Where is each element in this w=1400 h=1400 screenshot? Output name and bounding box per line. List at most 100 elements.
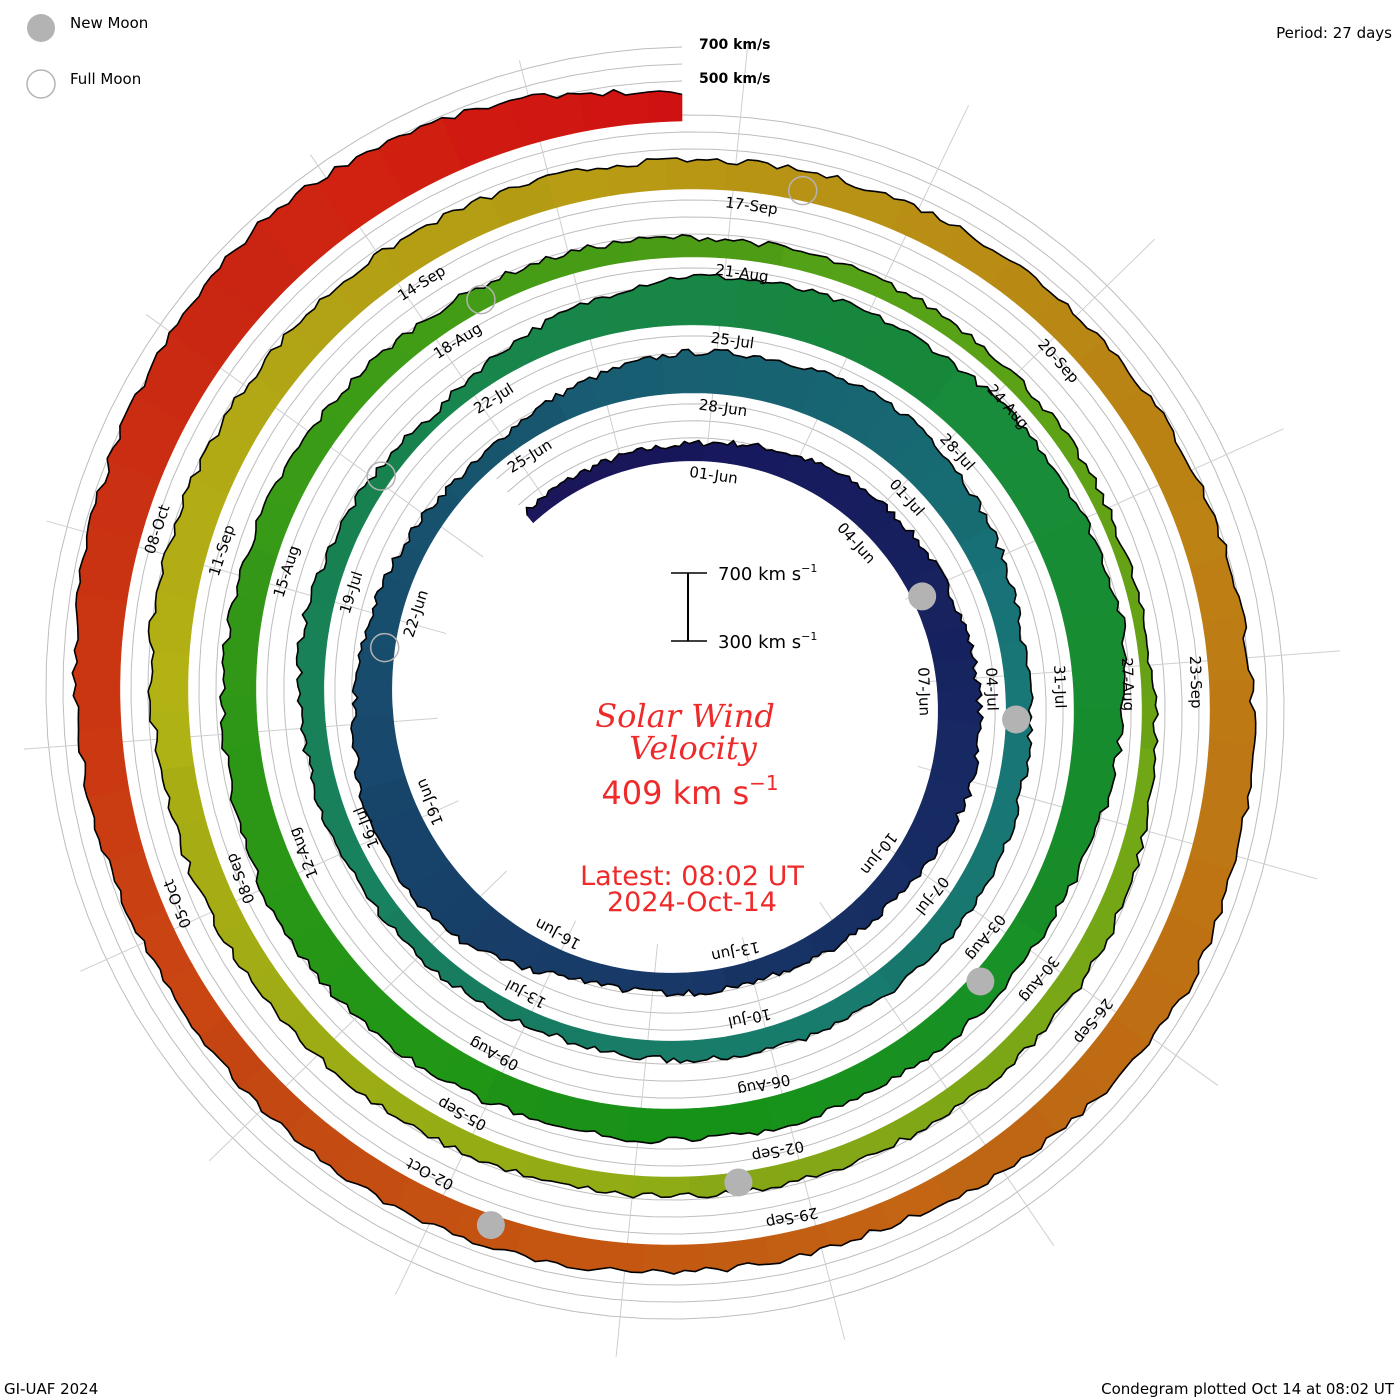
grid-spoke: [395, 920, 577, 1295]
date-label: 23-Sep: [1186, 655, 1206, 708]
speed-band-segment: [300, 727, 333, 771]
speed-band-segment: [592, 453, 624, 481]
speed-band-segment: [875, 279, 928, 320]
speed-outline: [71, 88, 1257, 1275]
speed-band-segment: [515, 1224, 584, 1270]
speed-band-segment: [310, 766, 344, 812]
speed-band-segment: [219, 644, 259, 698]
speed-band-segment: [666, 157, 728, 191]
speed-band-segment: [933, 656, 982, 692]
speed-band-segment: [546, 168, 612, 209]
grid-spoke: [880, 842, 1219, 1086]
date-label: 01-Jun: [688, 463, 739, 488]
new-moon-marker: [966, 967, 995, 996]
full-moon-legend-label: Full Moon: [70, 70, 141, 88]
grid-spoke: [615, 943, 659, 1357]
speed-band-segment: [1208, 679, 1257, 745]
speed-band-segment: [147, 651, 190, 712]
speed-band-segment: [1133, 747, 1156, 803]
new-moon-legend-icon: [27, 14, 55, 42]
speed-band-segment: [937, 689, 984, 724]
new-moon-marker: [908, 582, 937, 611]
latest-date: 2024-Oct-14: [607, 887, 777, 918]
date-label: 17-Sep: [724, 193, 779, 218]
speed-band-segment: [607, 158, 669, 196]
speed-band-segment: [296, 601, 334, 648]
speed-band-segment: [439, 287, 494, 330]
scale-bar-low: 300 km s−1: [718, 630, 817, 653]
grid-spoke: [905, 428, 1284, 600]
speed-band-segment: [919, 307, 973, 348]
speed-band-segment: [510, 1005, 556, 1037]
scale-500-label: 500 km/s: [699, 71, 770, 87]
speed-band-segment: [1202, 740, 1255, 809]
speed-band-segment: [71, 661, 122, 730]
full-moon-marker: [369, 632, 400, 663]
full-moon-legend-icon: [26, 69, 56, 99]
speed-band-segment: [1078, 897, 1123, 957]
speed-band-segment: [74, 592, 128, 666]
speed-band-segment: [484, 263, 538, 306]
speed-band-segment: [780, 245, 835, 279]
grid-spoke: [819, 902, 1055, 1246]
speed-band-segment: [577, 1099, 631, 1142]
speed-band-segment: [1071, 707, 1124, 759]
date-label: 31-Jul: [1050, 665, 1070, 709]
speed-band-segment: [647, 90, 683, 123]
speed-band-segment: [661, 971, 695, 997]
moon-markers: [366, 175, 1031, 1240]
current-speed: 409 km s−1: [601, 771, 778, 812]
new-moon-marker: [1002, 705, 1031, 734]
full-moon-marker: [366, 461, 397, 491]
title-line2: Velocity: [629, 729, 758, 767]
speed-band-segment: [724, 159, 789, 198]
speed-band-segment: [509, 92, 587, 147]
speed-band-segment: [781, 164, 847, 211]
speed-band-segment: [177, 818, 223, 882]
speed-band-segment: [156, 534, 210, 601]
full-moon-marker: [787, 175, 818, 206]
grid-spoke: [741, 937, 846, 1340]
speed-band-segment: [705, 1033, 748, 1061]
speed-band-segment: [961, 334, 1011, 381]
speed-band-segment: [698, 349, 741, 396]
speed-line: [71, 88, 1257, 1275]
speed-band-segment: [1120, 798, 1149, 856]
speed-band-segment: [491, 174, 556, 227]
title-line1: Solar Wind: [595, 697, 775, 735]
speed-bands: [71, 89, 1257, 1275]
speed-band-segment: [296, 642, 327, 688]
speed-band-segment: [579, 89, 651, 132]
scale-700-label: 700 km/s: [699, 37, 770, 53]
speed-band-segment: [646, 274, 695, 328]
new-moon-marker: [476, 1211, 505, 1240]
footer-credit: GI-UAF 2024: [4, 1380, 98, 1398]
speed-band-segment: [779, 1008, 824, 1043]
scale-bar: 700 km s−1 300 km s−1: [671, 562, 817, 653]
grid-spoke: [926, 650, 1341, 683]
speed-band-segment: [523, 1155, 583, 1189]
speed-band-segment: [996, 751, 1031, 795]
latest-time: Latest: 08:02 UT: [580, 861, 804, 892]
speed-band-segment: [390, 422, 432, 464]
speed-band-segment: [692, 274, 742, 328]
date-label: 27-Aug: [1118, 657, 1138, 711]
grid-spiral-600: [62, 63, 1268, 1303]
new-moon-marker: [724, 1168, 753, 1197]
speed-band-segment: [1102, 849, 1140, 908]
full-moon-marker: [466, 284, 496, 315]
speed-band-segment: [529, 249, 585, 286]
date-label: 28-Jun: [698, 396, 749, 421]
footer-plotted: Condegram plotted Oct 14 at 08:02 UT: [1101, 1380, 1395, 1398]
scale-bar-high: 700 km s−1: [718, 562, 817, 585]
speed-band-segment: [221, 744, 269, 800]
speed-band-segment: [340, 485, 381, 533]
speed-band-segment: [1064, 448, 1105, 501]
speed-band-segment: [470, 1136, 531, 1178]
speed-band-segment: [1090, 493, 1121, 548]
speed-band-segment: [350, 713, 398, 754]
speed-band-segment: [586, 1031, 630, 1058]
speed-band-segment: [989, 601, 1021, 645]
new-moon-legend-label: New Moon: [70, 14, 148, 32]
